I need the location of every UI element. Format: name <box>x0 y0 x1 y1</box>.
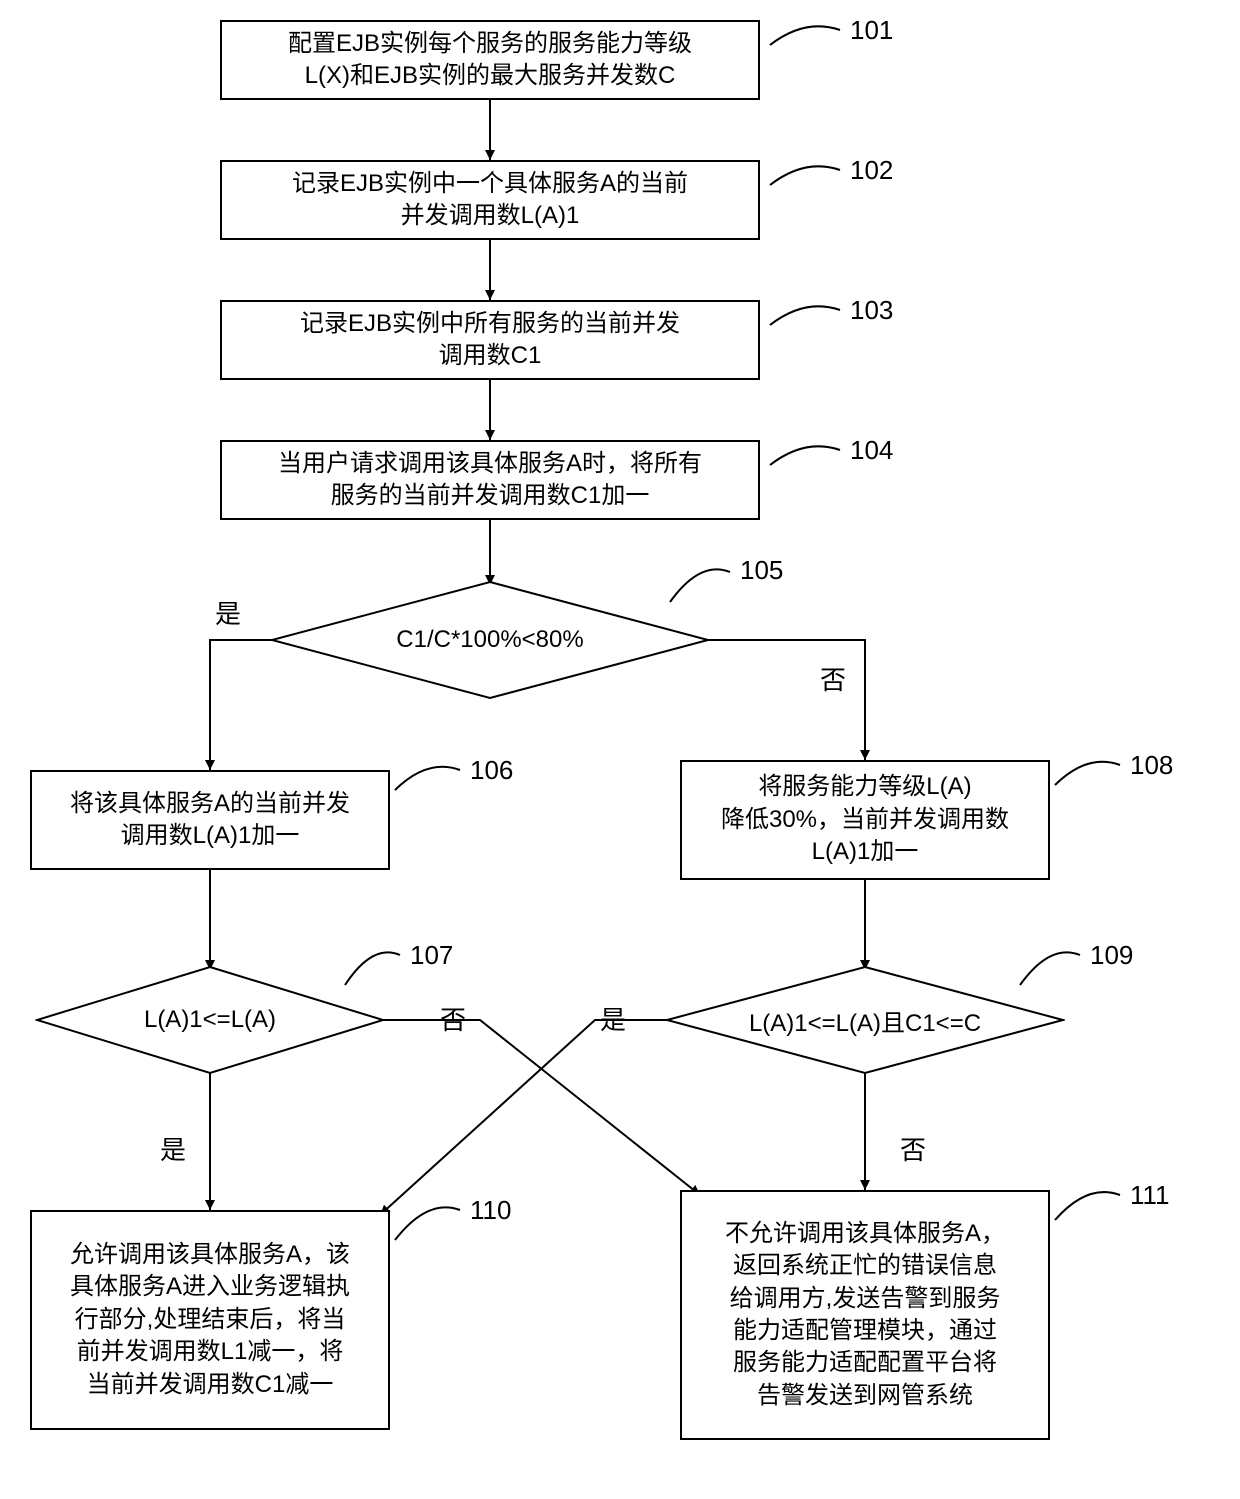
edge-label-yes_107: 是 <box>160 1130 186 1167</box>
flowchart-box-n108: 将服务能力等级L(A)降低30%，当前并发调用数L(A)1加一 <box>680 760 1050 880</box>
box-text: 将该具体服务A的当前并发调用数L(A)1加一 <box>70 788 350 853</box>
step-number-n101: 101 <box>850 15 893 46</box>
diamond-text-content: L(A)1<=L(A)且C1<=C <box>749 1003 981 1038</box>
label-connector-n110 <box>395 1207 460 1240</box>
edge-n109-n110 <box>380 1020 670 1215</box>
edge-n107-n111 <box>380 1020 700 1195</box>
box-text: 允许调用该具体服务A，该具体服务A进入业务逻辑执行部分,处理结束后，将当前并发调… <box>70 1239 350 1401</box>
box-text: 配置EJB实例每个服务的服务能力等级L(X)和EJB实例的最大服务并发数C <box>288 28 692 93</box>
step-number-n109: 109 <box>1090 940 1133 971</box>
step-number-n104: 104 <box>850 435 893 466</box>
step-number-n110: 110 <box>470 1195 511 1226</box>
label-connector-n101 <box>770 26 840 45</box>
flowchart-box-n111: 不允许调用该具体服务A，返回系统正忙的错误信息给调用方,发送告警到服务能力适配管… <box>680 1190 1050 1440</box>
box-text: 将服务能力等级L(A)降低30%，当前并发调用数L(A)1加一 <box>721 771 1009 868</box>
diamond-text: L(A)1<=L(A)且C1<=C <box>665 965 1065 1075</box>
edge-label-yes_109: 是 <box>600 1000 626 1037</box>
step-number-n107: 107 <box>410 940 453 971</box>
step-number-n111: 111 <box>1130 1180 1170 1211</box>
edge-n105-n106 <box>210 640 275 770</box>
flowchart-box-n103: 记录EJB实例中所有服务的当前并发调用数C1 <box>220 300 760 380</box>
edge-n105-n108 <box>705 640 865 760</box>
flowchart-box-n102: 记录EJB实例中一个具体服务A的当前并发调用数L(A)1 <box>220 160 760 240</box>
step-number-n103: 103 <box>850 295 893 326</box>
edge-label-yes_105: 是 <box>215 594 241 631</box>
box-text: 记录EJB实例中一个具体服务A的当前并发调用数L(A)1 <box>292 168 688 233</box>
step-number-n105: 105 <box>740 555 783 586</box>
step-number-n106: 106 <box>470 755 513 786</box>
edge-label-no_107: 否 <box>440 1000 466 1037</box>
diamond-text-content: L(A)1<=L(A) <box>144 1006 276 1034</box>
diamond-text-content: C1/C*100%<80% <box>396 626 583 654</box>
label-connector-n103 <box>770 306 840 325</box>
flowchart-box-n104: 当用户请求调用该具体服务A时，将所有服务的当前并发调用数C1加一 <box>220 440 760 520</box>
step-number-n108: 108 <box>1130 750 1173 781</box>
edge-label-no_105: 否 <box>820 660 846 697</box>
label-connector-n104 <box>770 446 840 465</box>
step-number-n102: 102 <box>850 155 893 186</box>
flowchart-box-n106: 将该具体服务A的当前并发调用数L(A)1加一 <box>30 770 390 870</box>
box-text: 不允许调用该具体服务A，返回系统正忙的错误信息给调用方,发送告警到服务能力适配管… <box>725 1218 1005 1412</box>
flowchart-box-n110: 允许调用该具体服务A，该具体服务A进入业务逻辑执行部分,处理结束后，将当前并发调… <box>30 1210 390 1430</box>
label-connector-n106 <box>395 767 460 790</box>
box-text: 当用户请求调用该具体服务A时，将所有服务的当前并发调用数C1加一 <box>278 448 702 513</box>
label-connector-n111 <box>1055 1192 1120 1220</box>
label-connector-n108 <box>1055 762 1120 785</box>
box-text: 记录EJB实例中所有服务的当前并发调用数C1 <box>300 308 680 373</box>
diamond-text: C1/C*100%<80% <box>270 580 710 700</box>
flowchart-box-n101: 配置EJB实例每个服务的服务能力等级L(X)和EJB实例的最大服务并发数C <box>220 20 760 100</box>
diamond-text: L(A)1<=L(A) <box>35 965 385 1075</box>
label-connector-n102 <box>770 166 840 185</box>
edge-label-no_109: 否 <box>900 1130 926 1167</box>
